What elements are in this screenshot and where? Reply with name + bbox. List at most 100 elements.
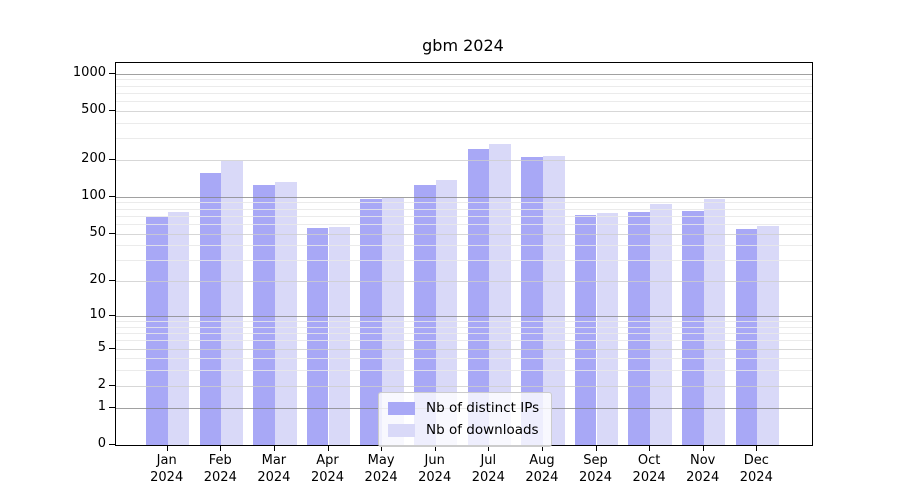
- bar-dec-downloads: [757, 225, 780, 445]
- bar-sep-downloads: [596, 212, 619, 445]
- bar-nov-distinct-ips: [681, 210, 704, 445]
- x-tick-year: 2024: [150, 470, 184, 485]
- x-tick-year: 2024: [203, 470, 237, 485]
- x-tick-year: 2024: [686, 470, 720, 485]
- x-tick-year: 2024: [471, 470, 505, 485]
- y-tick: [109, 406, 115, 408]
- bar-oct-distinct-ips: [628, 212, 651, 445]
- bar-dec-distinct-ips: [735, 228, 758, 445]
- y-tick: [109, 444, 115, 445]
- x-tick: [166, 445, 168, 451]
- bar-aug-distinct-ips: [521, 157, 543, 445]
- x-tick-label: Jul 2024: [448, 452, 528, 486]
- x-tick: [595, 445, 597, 451]
- y-tick: [109, 280, 115, 282]
- x-tick-year: 2024: [525, 470, 559, 485]
- legend: Nb of distinct IPs Nb of downloads: [378, 392, 553, 447]
- y-minor-gridline: [116, 85, 812, 87]
- x-tick-label: Mar 2024: [234, 452, 314, 486]
- bar-mar-downloads: [274, 182, 297, 445]
- y-tick: [109, 384, 115, 386]
- x-tick-label: May 2024: [341, 452, 421, 486]
- legend-label-distinct-ips: Nb of distinct IPs: [426, 400, 540, 416]
- x-tick-month: Oct: [637, 453, 661, 468]
- x-tick-year: 2024: [578, 470, 613, 485]
- legend-entry-distinct-ips: Nb of distinct IPs: [388, 400, 539, 416]
- x-tick-month: Jun: [424, 453, 445, 468]
- x-tick-month: Jan: [156, 453, 177, 468]
- x-tick: [273, 445, 275, 451]
- y-tick-label: 1000: [72, 64, 106, 80]
- y-gridline: [116, 73, 812, 75]
- y-tick: [109, 109, 115, 111]
- legend-entry-downloads: Nb of downloads: [388, 422, 539, 438]
- y-tick: [109, 347, 115, 349]
- x-tick-year: 2024: [739, 470, 773, 485]
- y-tick-label: 50: [89, 224, 106, 240]
- x-tick-label: Aug 2024: [502, 452, 582, 486]
- bar-aug-downloads: [542, 155, 565, 445]
- x-tick-year: 2024: [257, 470, 291, 485]
- y-minor-gridline: [116, 100, 812, 102]
- bar-feb-downloads: [221, 161, 244, 445]
- x-tick-month: May: [367, 453, 395, 468]
- legend-swatch-distinct-ips: [388, 401, 415, 415]
- x-tick-year: 2024: [632, 470, 666, 485]
- x-tick-label: Oct 2024: [609, 452, 689, 486]
- y-tick-label: 200: [81, 150, 106, 166]
- bar-feb-distinct-ips: [199, 173, 222, 445]
- y-tick-label: 10: [89, 307, 106, 323]
- y-minor-gridline: [116, 138, 812, 140]
- bar-jul-downloads: [489, 143, 512, 445]
- x-tick: [327, 445, 329, 451]
- y-tick: [109, 315, 115, 317]
- bar-sep-distinct-ips: [574, 215, 597, 445]
- x-tick-label: Feb 2024: [180, 452, 260, 486]
- y-gridline: [116, 110, 812, 112]
- x-tick-year: 2024: [364, 470, 398, 485]
- legend-swatch-downloads: [388, 423, 415, 437]
- x-tick-year: 2024: [310, 470, 345, 485]
- y-tick-label: 100: [81, 187, 106, 203]
- x-tick: [756, 445, 758, 451]
- bar-oct-downloads: [650, 203, 672, 445]
- x-tick: [649, 445, 651, 451]
- y-tick-label: 20: [89, 272, 106, 288]
- x-tick-month: Nov: [690, 453, 716, 468]
- y-tick: [109, 195, 115, 197]
- x-tick-year: 2024: [418, 470, 452, 485]
- x-tick: [488, 445, 490, 451]
- x-tick: [220, 445, 222, 451]
- x-tick-label: Dec 2024: [716, 452, 796, 486]
- x-tick-month: Aug: [529, 453, 555, 468]
- y-minor-gridline: [116, 122, 812, 124]
- x-tick: [434, 445, 436, 451]
- x-tick-month: Apr: [316, 453, 339, 468]
- legend-label-downloads: Nb of downloads: [426, 422, 539, 438]
- y-tick-label: 5: [97, 339, 106, 355]
- y-tick-label: 1: [97, 398, 106, 414]
- bar-jun-distinct-ips: [413, 185, 436, 445]
- chart-title: gbm 2024: [422, 36, 504, 55]
- y-minor-gridline: [116, 92, 812, 94]
- x-tick-month: Feb: [208, 453, 232, 468]
- x-tick-label: Nov 2024: [663, 452, 743, 486]
- x-tick: [381, 445, 383, 451]
- y-tick-label: 0: [97, 436, 106, 451]
- y-tick: [109, 232, 115, 234]
- x-tick-month: Dec: [743, 453, 769, 468]
- x-tick-month: Jul: [480, 453, 497, 468]
- y-tick: [109, 72, 115, 74]
- x-tick: [702, 445, 704, 451]
- x-tick-label: Jun 2024: [395, 452, 475, 486]
- bar-jun-downloads: [435, 180, 458, 445]
- y-minor-gridline: [116, 79, 812, 81]
- x-tick-month: Mar: [261, 453, 287, 468]
- bar-jan-distinct-ips: [145, 217, 168, 445]
- bar-jan-downloads: [167, 212, 190, 445]
- x-tick: [541, 445, 543, 451]
- x-tick-label: Apr 2024: [288, 452, 368, 486]
- bar-mar-distinct-ips: [253, 184, 275, 445]
- y-tick-label: 2: [97, 376, 106, 392]
